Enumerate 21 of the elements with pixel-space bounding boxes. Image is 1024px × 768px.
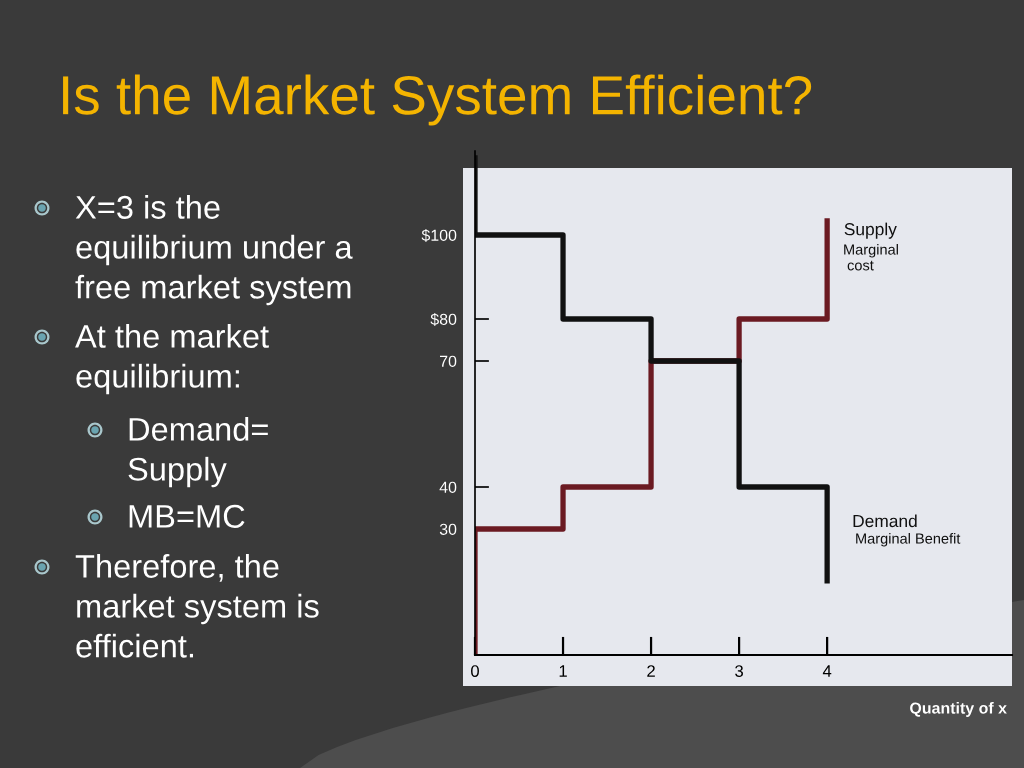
x-tick-label: 4 (822, 665, 832, 677)
text: At the market equilibrium: (75, 323, 269, 395)
series-label: Demand (853, 514, 917, 528)
y-tick-label: 40 (439, 481, 457, 493)
y-tick-label: 70 (440, 355, 457, 367)
chart-title: Is the Market System Efficient? (63, 74, 812, 126)
y-tick-label: $100 (421, 228, 457, 242)
text: Therefore, the market system is efficient. (75, 553, 319, 658)
x-tick-label: 1 (559, 665, 567, 677)
annotation: Marginal cost (844, 244, 898, 271)
text: X=3 is the equilibrium under a free market system (75, 194, 353, 306)
text: Demand= Supply (128, 416, 268, 488)
annotation: Marginal Benefit (856, 533, 961, 547)
series-label: Supply (844, 222, 897, 239)
y-tick-label: 30 (439, 523, 457, 535)
x-tick-label: 2 (647, 665, 655, 677)
x-tick-label: 0 (471, 665, 479, 677)
y-tick-label: $80 (430, 312, 457, 326)
x-axis-title: Quantity of x (910, 702, 1007, 717)
x-tick-label: 3 (735, 665, 743, 677)
text: MB=MC (129, 504, 245, 528)
